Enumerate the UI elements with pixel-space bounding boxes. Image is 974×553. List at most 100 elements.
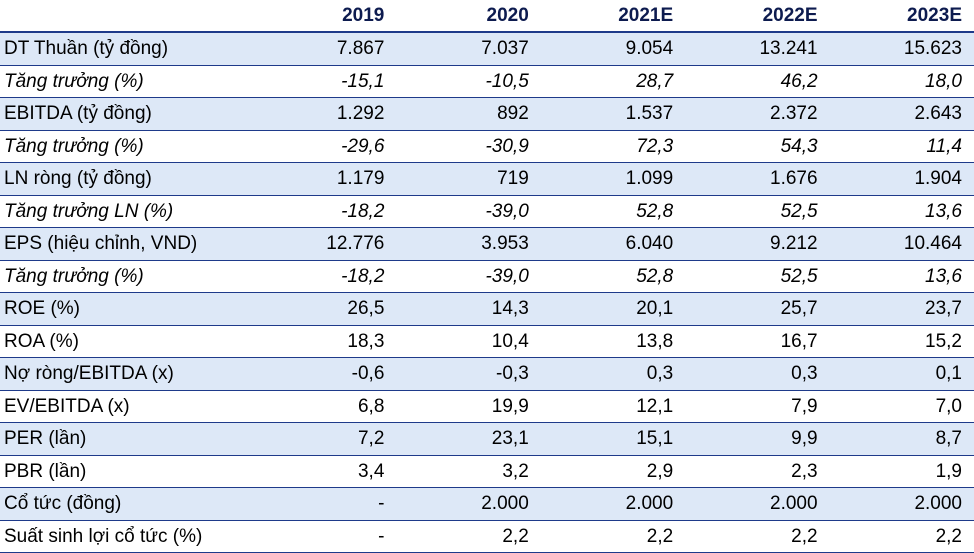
- table-cell-2020: 14,3: [396, 292, 541, 326]
- table-cell-2022e: 7,9: [685, 390, 830, 423]
- table-cell-2019: 18,3: [252, 325, 397, 358]
- table-cell-2023e: 1.904: [829, 162, 974, 196]
- table-cell-2022e: 2,3: [685, 455, 830, 488]
- table-cell-2019: 1.292: [252, 97, 397, 131]
- table-cell-2021e: 6.040: [540, 227, 686, 261]
- row-label: Tăng trưởng (%): [0, 130, 252, 163]
- table-cell-2023e: 2.643: [829, 97, 974, 131]
- header-cell-2020: 2020: [396, 0, 541, 33]
- table-cell-2022e: 46,2: [685, 65, 830, 98]
- table-cell-2021e: 0,3: [540, 357, 686, 391]
- table-cell-2022e: 2.372: [685, 97, 830, 131]
- table-cell-2022e: 54,3: [685, 130, 830, 163]
- table-cell-2021e: 13,8: [540, 325, 686, 358]
- table-cell-2021e: 9.054: [540, 32, 686, 66]
- table-row: DT Thuần (tỷ đồng) 7.867 7.037 9.054 13.241 1…: [0, 32, 974, 66]
- table-row: Tăng trưởng (%) -18,2 -39,0 52,8 52,5 13,6: [0, 260, 974, 293]
- table-header: 2019 2020 2021E 2022E 2023E: [0, 0, 974, 33]
- table-row: Suất sinh lợi cổ tức (%) -2,2 2,2 2,2 2,2: [0, 520, 974, 553]
- table-cell-2023e: 13,6: [829, 260, 974, 293]
- table-cell-2021e: 12,1: [540, 390, 686, 423]
- table-cell-2022e: 2,2: [685, 520, 830, 553]
- table-cell-2020: -39,0: [396, 195, 541, 228]
- table-cell-2020: 3,2: [396, 455, 541, 488]
- table-cell-2019: 7,2: [252, 422, 397, 456]
- table-cell-2023e: 1,9: [829, 455, 974, 488]
- header-cell-2021e: 2021E: [540, 0, 686, 33]
- table-cell-2023e: 2.000: [829, 487, 974, 521]
- table-cell-2019: -15,1: [252, 65, 397, 98]
- table-cell-2022e: 52,5: [685, 195, 830, 228]
- header-cell-label: [0, 0, 252, 33]
- table-cell-2023e: 23,7: [829, 292, 974, 326]
- table-body: DT Thuần (tỷ đồng) 7.867 7.037 9.054 13.241 1…: [0, 32, 974, 553]
- row-label: EPS (hiệu chỉnh, VND): [0, 227, 252, 261]
- table-row: ROA (%) 18,3 10,4 13,8 16,7 15,2: [0, 325, 974, 358]
- table-cell-2021e: 52,8: [540, 195, 686, 228]
- table-row: Tăng trưởng (%) -15,1 -10,5 28,7 46,2 18,0: [0, 65, 974, 98]
- table-cell-2022e: 0,3: [685, 357, 830, 391]
- table-cell-2022e: 1.676: [685, 162, 830, 196]
- table-row: EBITDA (tỷ đồng) 1.292 892 1.537 2.372 2.643: [0, 97, 974, 131]
- table-cell-2022e: 2.000: [685, 487, 830, 521]
- table-row: Tăng trưởng (%) -29,6 -30,9 72,3 54,3 11,4: [0, 130, 974, 163]
- row-label: Tăng trưởng (%): [0, 260, 252, 293]
- table-cell-2022e: 52,5: [685, 260, 830, 293]
- table-cell-2021e: 2.000: [540, 487, 686, 521]
- table-cell-2020: -0,3: [396, 357, 541, 391]
- table-row: Cổ tức (đồng) -2.000 2.000 2.000 2.000: [0, 487, 974, 521]
- table-cell-2019: -29,6: [252, 130, 397, 163]
- row-label: Tăng trưởng LN (%): [0, 195, 252, 228]
- table-row: LN ròng (tỷ đồng) 1.179 719 1.099 1.676 1.904: [0, 162, 974, 196]
- table-cell-2023e: 11,4: [829, 130, 974, 163]
- table-cell-2023e: 15.623: [829, 32, 974, 66]
- table-cell-2021e: 52,8: [540, 260, 686, 293]
- table-cell-2019: 12.776: [252, 227, 397, 261]
- row-label: ROE (%): [0, 292, 252, 326]
- table-row: EPS (hiệu chỉnh, VND) 12.776 3.953 6.040 9.2…: [0, 227, 974, 261]
- row-label: DT Thuần (tỷ đồng): [0, 32, 252, 66]
- table-cell-2020: 7.037: [396, 32, 541, 66]
- table-cell-2019: -18,2: [252, 195, 397, 228]
- table-row: PBR (lần) 3,4 3,2 2,9 2,3 1,9: [0, 455, 974, 488]
- table-cell-2019: 7.867: [252, 32, 397, 66]
- row-label: PER (lần): [0, 422, 252, 456]
- table-cell-2019: 6,8: [252, 390, 397, 423]
- table-row: ROE (%) 26,5 14,3 20,1 25,7 23,7: [0, 292, 974, 326]
- table-cell-2021e: 2,2: [540, 520, 686, 553]
- header-cell-2022e: 2022E: [685, 0, 830, 33]
- table-cell-2020: 2.000: [396, 487, 541, 521]
- row-label: Nợ ròng/EBITDA (x): [0, 357, 252, 391]
- row-label: PBR (lần): [0, 455, 252, 488]
- table-cell-2020: 19,9: [396, 390, 541, 423]
- table-cell-2020: -10,5: [396, 65, 541, 98]
- table-cell-2019: 26,5: [252, 292, 397, 326]
- row-label: EV/EBITDA (x): [0, 390, 252, 423]
- table-cell-2020: 23,1: [396, 422, 541, 456]
- table-cell-2019: -: [252, 520, 397, 553]
- row-label: Cổ tức (đồng): [0, 487, 252, 521]
- table-cell-2020: 2,2: [396, 520, 541, 553]
- header-cell-2023e: 2023E: [829, 0, 974, 33]
- table-cell-2021e: 2,9: [540, 455, 686, 488]
- table-cell-2020: 892: [396, 97, 541, 131]
- table-cell-2020: 10,4: [396, 325, 541, 358]
- table-row: Tăng trưởng LN (%) -18,2 -39,0 52,8 52,5 13,6: [0, 195, 974, 228]
- table-cell-2023e: 15,2: [829, 325, 974, 358]
- table-cell-2021e: 15,1: [540, 422, 686, 456]
- table-cell-2019: -18,2: [252, 260, 397, 293]
- table-cell-2019: -: [252, 487, 397, 521]
- table-cell-2020: -30,9: [396, 130, 541, 163]
- table-cell-2021e: 20,1: [540, 292, 686, 326]
- row-label: ROA (%): [0, 325, 252, 358]
- row-label: EBITDA (tỷ đồng): [0, 97, 252, 131]
- table-cell-2019: 1.179: [252, 162, 397, 196]
- table-cell-2021e: 72,3: [540, 130, 686, 163]
- table-cell-2021e: 1.537: [540, 97, 686, 131]
- table-row: PER (lần) 7,2 23,1 15,1 9,9 8,7: [0, 422, 974, 456]
- table-cell-2022e: 9,9: [685, 422, 830, 456]
- table-cell-2021e: 1.099: [540, 162, 686, 196]
- header-cell-2019: 2019: [252, 0, 397, 33]
- table-cell-2023e: 18,0: [829, 65, 974, 98]
